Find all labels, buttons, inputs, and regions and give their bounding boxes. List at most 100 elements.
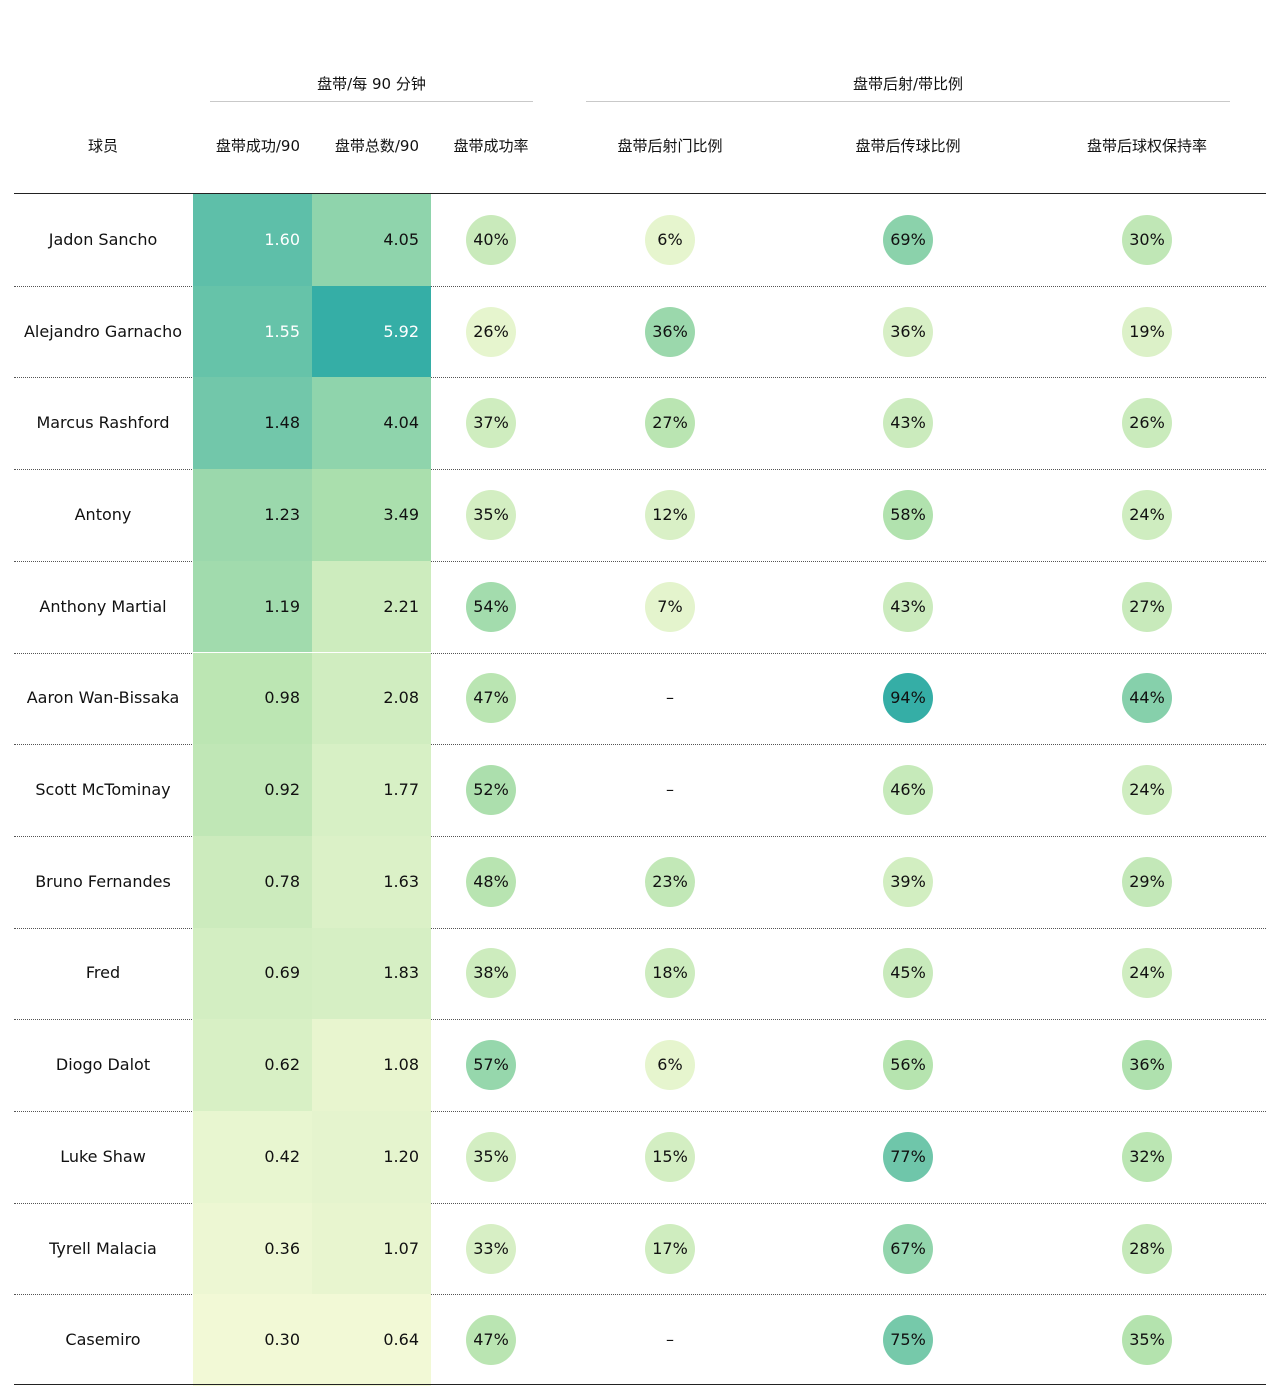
heat-cell-succ90 [193,560,312,653]
column-header-total90: 盘带总数/90 [334,137,419,155]
bubble-shot: 27% [640,393,700,453]
value-total90: 3.49 [383,504,419,524]
player-name: Alejandro Garnacho [23,321,183,341]
bubble-value-pass: 94% [883,673,933,724]
value-succ90: 0.62 [264,1055,300,1075]
heat-cell-total90 [312,1202,431,1295]
heat-cell-total90 [312,194,431,286]
bubble-shot: 12% [640,485,700,545]
bubble-value-pass: 43% [883,581,933,632]
row-separator [14,744,1266,746]
bubble-value-rate: 57% [466,1040,516,1091]
bubble-retain: 24% [1117,485,1177,545]
bubble-value-retain: 28% [1122,1223,1172,1274]
heat-cell-succ90 [193,469,312,561]
player-name: Tyrell Malacia [49,1238,157,1258]
heat-cell-total90 [312,1019,431,1111]
player-name: Luke Shaw [60,1146,146,1166]
table-row: 0.62 1.08 Diogo Dalot 57% 6% 56% 36% [0,1019,1280,1111]
column-header-rate: 盘带成功率 [453,137,529,155]
bubble-value-retain: 24% [1122,948,1172,999]
bubble-rate: 38% [461,943,521,1003]
heat-cell-succ90 [193,835,312,928]
bubble-value-retain: 29% [1122,856,1172,907]
column-header-succ90: 盘带成功/90 [215,137,300,155]
table-row: 1.55 5.92 Alejandro Garnacho 26% 36% 36% 19% [0,285,1280,378]
bubble-retain: 35% [1117,1310,1177,1370]
value-succ90: 1.48 [264,413,300,433]
row-separator [14,835,1266,837]
bubble-pass: 75% [878,1310,938,1370]
heat-cell-total90 [312,560,431,653]
heat-cell-total90 [312,1111,431,1203]
bubble-value-retain: 26% [1122,398,1172,449]
table-row: 0.78 1.63 Bruno Fernandes 48% 23% 39% 29% [0,835,1280,928]
heat-cell-succ90 [193,652,312,745]
bubble-rate: 48% [461,852,521,912]
value-succ90: 0.30 [264,1330,300,1350]
bubble-retain: 19% [1117,302,1177,362]
bubble-shot: – [640,668,700,728]
player-name: Jadon Sancho [48,229,158,249]
bubble-value-rate: 47% [466,1315,516,1366]
bubble-value-retain: 32% [1122,1131,1172,1182]
bubble-value-retain: 19% [1122,306,1172,357]
player-name: Anthony Martial [39,596,167,616]
bubble-value-shot: 7% [645,581,695,632]
bubble-retain: 30% [1117,210,1177,270]
heat-cell-succ90 [193,927,312,1020]
heat-cell-succ90 [193,1202,312,1295]
bubble-rate: 37% [461,393,521,453]
bubble-shot: 23% [640,852,700,912]
bubble-value-shot: 12% [645,489,695,540]
bubble-value-retain: 44% [1122,673,1172,724]
table-row: 0.92 1.77 Scott McTominay 52% – 46% 24% [0,744,1280,836]
player-name: Marcus Rashford [36,413,170,433]
bubble-value-shot: 17% [645,1223,695,1274]
bubble-value-retain: 35% [1122,1315,1172,1366]
bubble-value-pass: 45% [883,948,933,999]
bubble-value-rate: 35% [466,489,516,540]
value-succ90: 0.69 [264,963,300,983]
bubble-value-retain: 36% [1122,1040,1172,1091]
bubble-shot: 6% [640,1035,700,1095]
bubble-retain: 36% [1117,1035,1177,1095]
value-succ90: 0.36 [264,1238,300,1258]
bubble-value-rate: 47% [466,673,516,724]
row-separator [14,1019,1266,1021]
bubble-value-pass: 36% [883,306,933,357]
value-total90: 1.07 [383,1238,419,1258]
group-underline-per90 [210,101,533,102]
bubble-shot: – [640,1310,700,1370]
bubble-pass: 46% [878,760,938,820]
bubble-shot: – [640,760,700,820]
heat-cell-succ90 [193,377,312,470]
bubble-shot: 15% [640,1127,700,1187]
player-name: Aaron Wan-Bissaka [26,688,180,708]
value-total90: 5.92 [383,321,419,341]
bubble-pass: 58% [878,485,938,545]
empty-value-shot: – [666,780,674,800]
bubble-value-rate: 40% [466,214,516,265]
table-row: 0.30 0.64 Casemiro 47% – 75% 35% [0,1294,1280,1387]
player-name: Fred [85,963,121,983]
player-name: Scott McTominay [35,780,171,800]
bubble-value-retain: 30% [1122,214,1172,265]
value-succ90: 0.98 [264,688,300,708]
bubble-rate: 52% [461,760,521,820]
row-separator [14,927,1266,929]
bubble-rate: 26% [461,302,521,362]
column-header-shot: 盘带后射门比例 [617,137,723,155]
heat-cell-succ90 [193,1294,312,1387]
heat-cell-total90 [312,927,431,1020]
bubble-pass: 67% [878,1219,938,1279]
value-total90: 1.77 [383,780,419,800]
heat-cell-succ90 [193,285,312,378]
bubble-rate: 35% [461,1127,521,1187]
bubble-value-rate: 52% [466,765,516,816]
player-name: Casemiro [65,1330,141,1350]
heat-cell-total90 [312,1294,431,1387]
bubble-pass: 56% [878,1035,938,1095]
heat-cell-total90 [312,835,431,928]
value-total90: 1.20 [383,1146,419,1166]
